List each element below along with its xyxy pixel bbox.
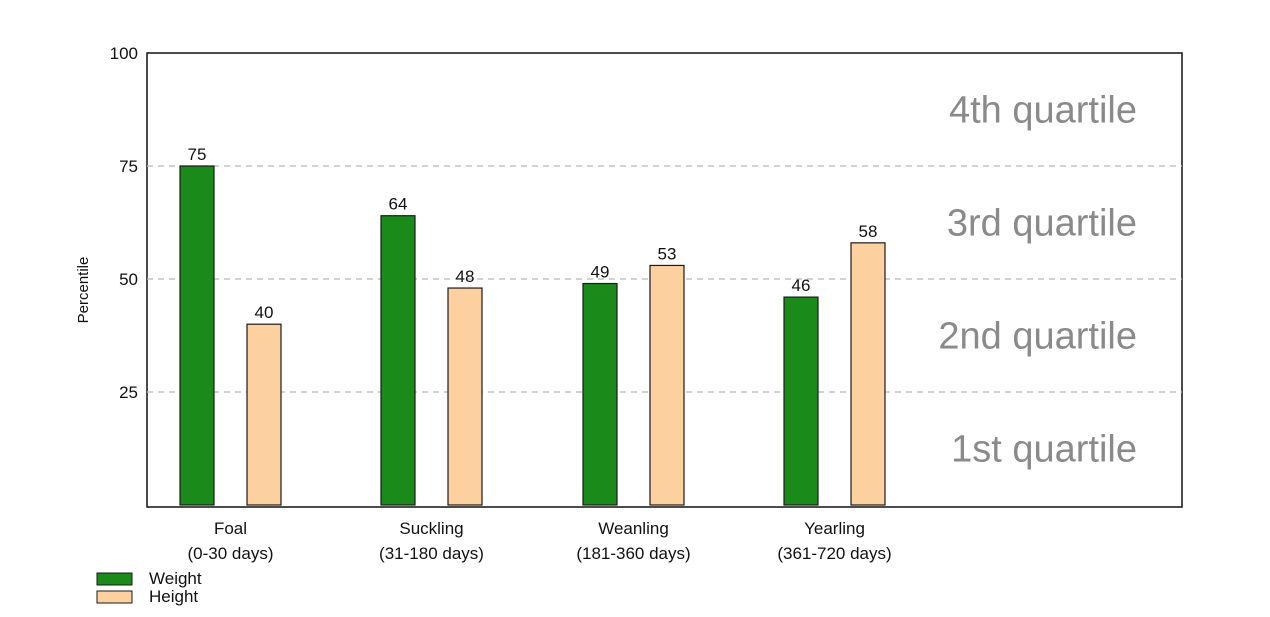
category-label: Yearling [804,519,865,538]
quartile-label: 2nd quartile [938,316,1137,358]
category-label: Suckling [399,519,463,538]
bar-height [447,287,483,506]
quartile-label: 4th quartile [949,90,1137,132]
y-axis-label: Percentile [75,257,92,324]
plot-frame [146,52,1183,508]
category-label: Weanling [598,519,669,538]
bar-weight [179,165,215,506]
category-label: Foal [214,519,247,538]
bar-weight [380,215,416,506]
category-label: (0-30 days) [188,544,274,563]
legend-swatch [96,572,133,586]
quartile-label: 3rd quartile [947,203,1137,245]
bar-height [246,323,282,506]
bar-height [850,242,886,506]
legend-label: Weight [149,569,202,588]
bar-weight [582,282,618,506]
legend-swatch [96,590,133,604]
y-tick-label: 25 [119,383,138,402]
category-label: (31-180 days) [379,544,484,563]
bar-height [649,264,685,506]
y-tick-label: 50 [119,270,138,289]
legend-label: Height [149,587,198,606]
category-label: (181-360 days) [576,544,690,563]
quartile-label: 1st quartile [951,429,1137,471]
y-tick-label: 75 [119,157,138,176]
data-label: 49 [591,263,610,282]
data-label: 46 [792,276,811,295]
y-tick-label: 100 [110,44,138,63]
bar-weight [783,296,819,506]
category-label: (361-720 days) [777,544,891,563]
data-label: 53 [658,244,677,263]
data-label: 48 [456,267,475,286]
data-label: 75 [188,145,207,164]
data-label: 40 [255,303,274,322]
data-label: 58 [859,222,878,241]
data-label: 64 [389,195,408,214]
